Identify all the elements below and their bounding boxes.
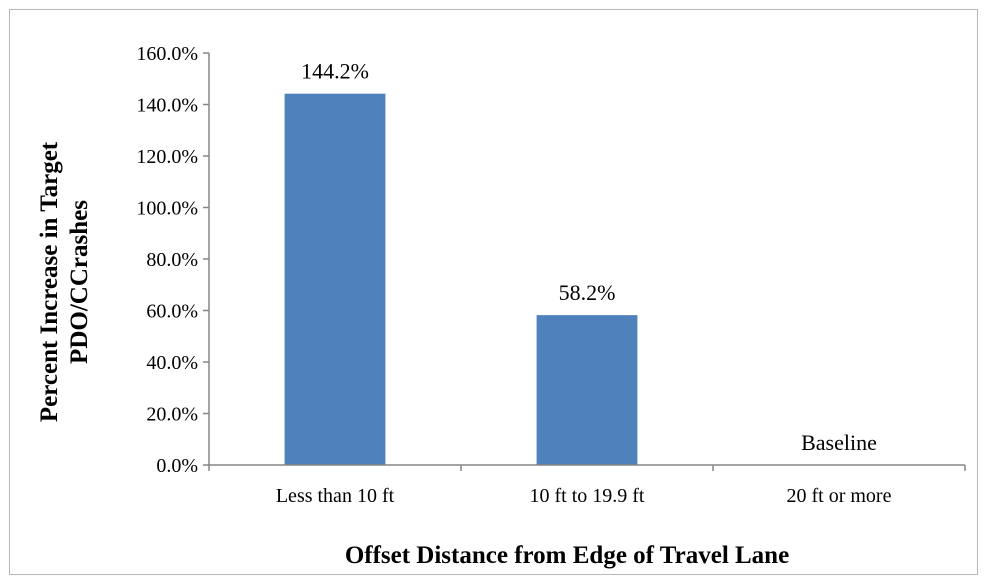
bar <box>536 315 638 465</box>
bars <box>284 93 638 465</box>
x-tick-label: 20 ft or more <box>787 485 892 507</box>
x-tick-label: Less than 10 ft <box>276 485 395 507</box>
chart-frame <box>9 9 978 575</box>
data-label: 58.2% <box>559 280 616 305</box>
y-axis-title-line-1: Percent Increase in Target <box>36 141 63 422</box>
y-tick-label: 20.0% <box>146 404 198 426</box>
data-label: Baseline <box>801 430 877 455</box>
y-axis-title-line-2: PDO/CCrashes <box>66 200 93 364</box>
y-tick-label: 100.0% <box>136 198 198 220</box>
data-labels: 144.2% 58.2% Baseline <box>301 59 877 455</box>
x-tick-label: 10 ft to 19.9 ft <box>530 485 645 507</box>
x-axis-ticks: Less than 10 ft 10 ft to 19.9 ft 20 ft or … <box>208 465 966 507</box>
y-axis-ticks: 0.0% 20.0% 40.0% 60.0% 80.0% 100.0% 120.0% 140.… <box>136 43 209 477</box>
y-tick-label: 140.0% <box>136 95 198 117</box>
y-tick-label: 120.0% <box>136 146 198 168</box>
y-tick-label: 160.0% <box>136 43 198 65</box>
y-tick-label: 80.0% <box>146 249 198 271</box>
x-axis-title: Offset Distance from Edge of Travel Lane <box>345 542 789 569</box>
bar <box>284 93 386 465</box>
y-tick-label: 40.0% <box>146 352 198 374</box>
y-tick-label: 60.0% <box>146 301 198 323</box>
data-label: 144.2% <box>301 59 369 84</box>
y-tick-label: 0.0% <box>156 455 198 477</box>
